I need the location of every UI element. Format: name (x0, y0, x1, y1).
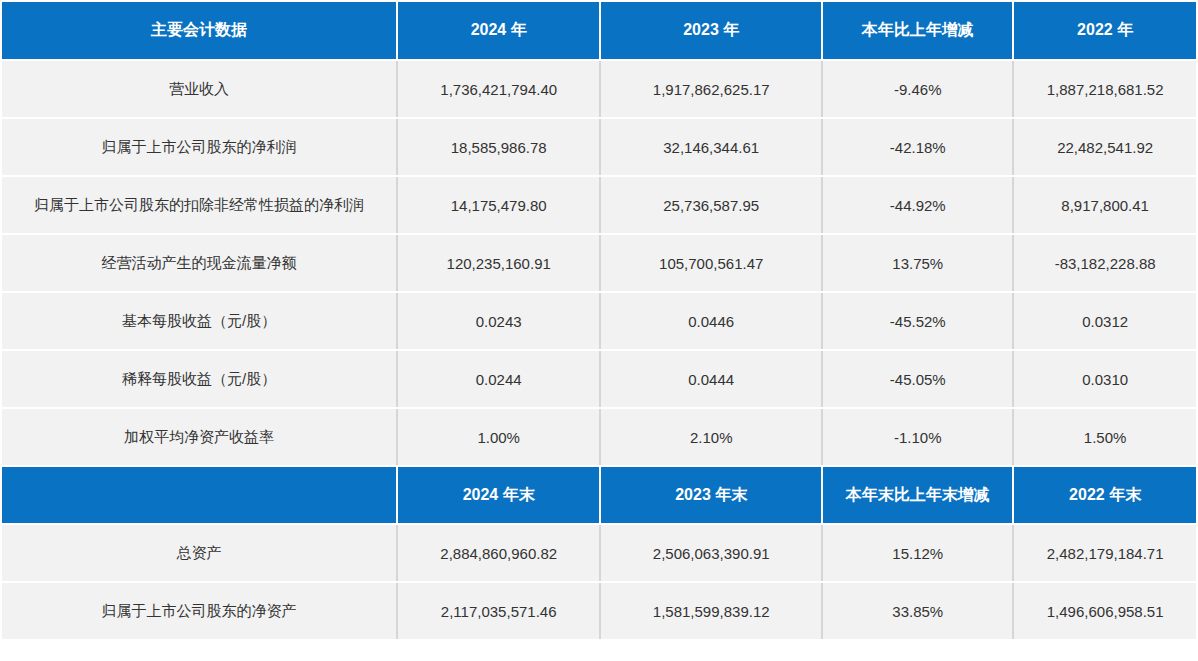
row-label: 基本每股收益（元/股） (2, 292, 397, 350)
cell-value: -44.92% (822, 176, 1013, 234)
table-row: 总资产2,884,860,960.822,506,063,390.9115.12… (2, 524, 1196, 582)
cell-value: 14,175,479.80 (397, 176, 600, 234)
cell-value: -1.10% (822, 408, 1013, 466)
cell-value: 1.00% (397, 408, 600, 466)
row-label: 归属于上市公司股东的净利润 (2, 118, 397, 176)
table-row: 稀释每股收益（元/股）0.02440.0444-45.05%0.0310 (2, 350, 1196, 408)
column-header: 2024 年末 (397, 466, 600, 524)
table-row: 营业收入1,736,421,794.401,917,862,625.17-9.4… (2, 60, 1196, 118)
cell-value: 2,482,179,184.71 (1013, 524, 1196, 582)
column-header: 2022 年 (1013, 2, 1196, 60)
cell-value: 8,917,800.41 (1013, 176, 1196, 234)
cell-value: 32,146,344.61 (600, 118, 822, 176)
cell-value: 1,736,421,794.40 (397, 60, 600, 118)
cell-value: 1,496,606,958.51 (1013, 582, 1196, 640)
cell-value: 0.0310 (1013, 350, 1196, 408)
header-row: 2024 年末2023 年末本年末比上年末增减2022 年末 (2, 466, 1196, 524)
row-label: 稀释每股收益（元/股） (2, 350, 397, 408)
cell-value: 2,117,035,571.46 (397, 582, 600, 640)
row-label: 总资产 (2, 524, 397, 582)
cell-value: -45.52% (822, 292, 1013, 350)
column-header: 2023 年 (600, 2, 822, 60)
financial-summary-table-body: 主要会计数据2024 年2023 年本年比上年增减2022 年营业收入1,736… (2, 2, 1196, 640)
row-label: 归属于上市公司股东的净资产 (2, 582, 397, 640)
cell-value: 18,585,986.78 (397, 118, 600, 176)
column-header: 本年比上年增减 (822, 2, 1013, 60)
cell-value: -45.05% (822, 350, 1013, 408)
column-header: 主要会计数据 (2, 2, 397, 60)
column-header (2, 466, 397, 524)
table-row: 归属于上市公司股东的净利润18,585,986.7832,146,344.61-… (2, 118, 1196, 176)
cell-value: 120,235,160.91 (397, 234, 600, 292)
table-row: 归属于上市公司股东的扣除非经常性损益的净利润14,175,479.8025,73… (2, 176, 1196, 234)
cell-value: 105,700,561.47 (600, 234, 822, 292)
cell-value: 1,887,218,681.52 (1013, 60, 1196, 118)
row-label: 营业收入 (2, 60, 397, 118)
header-row: 主要会计数据2024 年2023 年本年比上年增减2022 年 (2, 2, 1196, 60)
cell-value: 1,581,599,839.12 (600, 582, 822, 640)
column-header: 2023 年末 (600, 466, 822, 524)
cell-value: 25,736,587.95 (600, 176, 822, 234)
row-label: 归属于上市公司股东的扣除非经常性损益的净利润 (2, 176, 397, 234)
column-header: 本年末比上年末增减 (822, 466, 1013, 524)
row-label: 加权平均净资产收益率 (2, 408, 397, 466)
cell-value: 13.75% (822, 234, 1013, 292)
cell-value: 15.12% (822, 524, 1013, 582)
column-header: 2024 年 (397, 2, 600, 60)
cell-value: 1,917,862,625.17 (600, 60, 822, 118)
cell-value: 0.0444 (600, 350, 822, 408)
cell-value: 22,482,541.92 (1013, 118, 1196, 176)
cell-value: 2,506,063,390.91 (600, 524, 822, 582)
financial-summary-table-wrapper: 主要会计数据2024 年2023 年本年比上年增减2022 年营业收入1,736… (0, 0, 1198, 661)
table-row: 加权平均净资产收益率1.00%2.10%-1.10%1.50% (2, 408, 1196, 466)
cell-value: 33.85% (822, 582, 1013, 640)
cell-value: -42.18% (822, 118, 1013, 176)
table-row: 经营活动产生的现金流量净额120,235,160.91105,700,561.4… (2, 234, 1196, 292)
cell-value: -9.46% (822, 60, 1013, 118)
cell-value: 0.0244 (397, 350, 600, 408)
table-row: 归属于上市公司股东的净资产2,117,035,571.461,581,599,8… (2, 582, 1196, 640)
cell-value: 0.0446 (600, 292, 822, 350)
financial-summary-table: 主要会计数据2024 年2023 年本年比上年增减2022 年营业收入1,736… (2, 2, 1196, 641)
row-label: 经营活动产生的现金流量净额 (2, 234, 397, 292)
column-header: 2022 年末 (1013, 466, 1196, 524)
cell-value: 0.0243 (397, 292, 600, 350)
cell-value: 2,884,860,960.82 (397, 524, 600, 582)
table-row: 基本每股收益（元/股）0.02430.0446-45.52%0.0312 (2, 292, 1196, 350)
cell-value: -83,182,228.88 (1013, 234, 1196, 292)
cell-value: 1.50% (1013, 408, 1196, 466)
cell-value: 2.10% (600, 408, 822, 466)
cell-value: 0.0312 (1013, 292, 1196, 350)
